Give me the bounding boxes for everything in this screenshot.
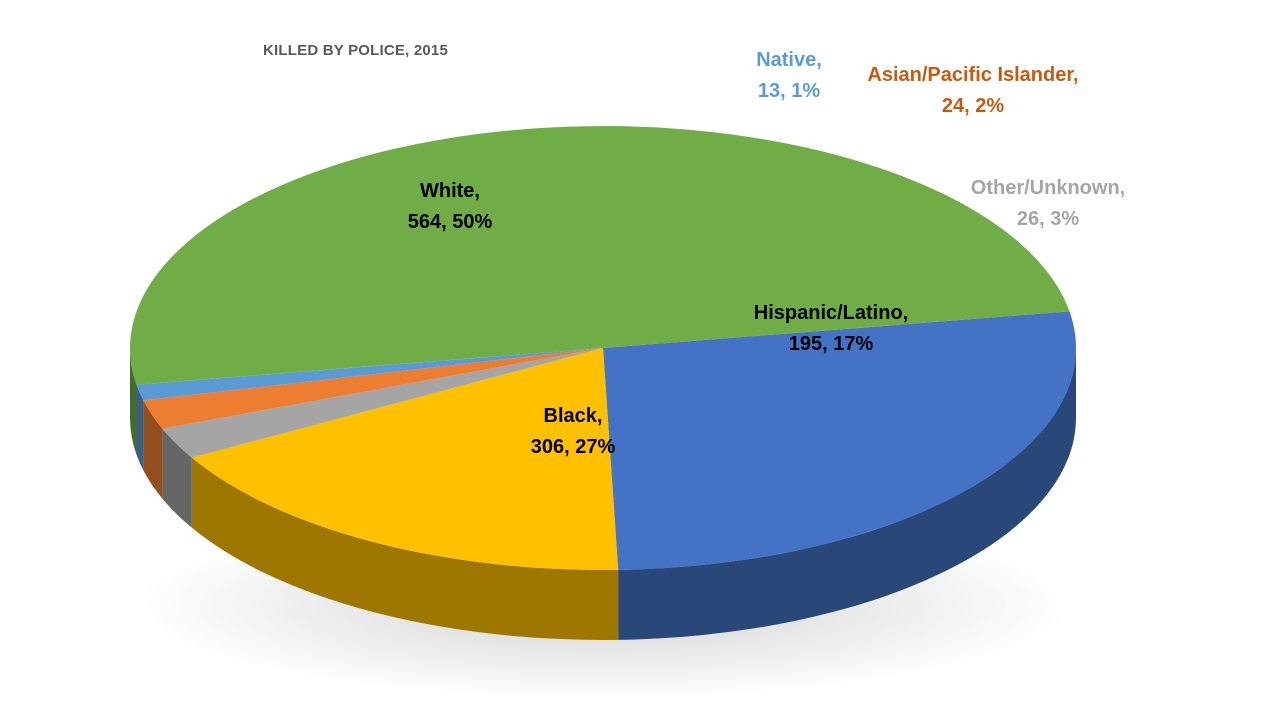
label-black-name: Black,: [543, 405, 603, 427]
label-native: Native, 13, 1%: [756, 45, 822, 107]
pie-side-hispanic-latino: [191, 457, 619, 640]
label-hispanic: Hispanic/Latino, 195, 17%: [754, 298, 908, 360]
label-black-value: 306, 27%: [530, 436, 616, 458]
label-asian-value: 24, 2%: [941, 95, 1005, 117]
chart-title: KILLED BY POLICE, 2015: [263, 42, 449, 59]
label-native-value: 13, 1%: [757, 80, 821, 102]
pie-side-asian-pacific-islander: [143, 400, 163, 499]
pie-slice-black: [603, 311, 1076, 570]
pie-slice-asian-pacific-islander: [143, 348, 603, 429]
pie-side-native: [136, 384, 144, 471]
label-native-name: Native,: [756, 49, 822, 71]
label-black: Black, 306, 27%: [531, 401, 616, 463]
pie-side-black: [618, 348, 1076, 640]
label-white-name: White,: [419, 180, 480, 202]
label-hispanic-value: 195, 17%: [788, 333, 874, 355]
pie-side-other-unknown: [162, 428, 192, 528]
pie-slice-white: [130, 126, 1070, 385]
label-other-value: 26, 3%: [1016, 208, 1080, 230]
label-white-value: 564, 50%: [407, 211, 493, 233]
label-other: Other/Unknown, 26, 3%: [971, 173, 1125, 235]
pie-side-white: [130, 348, 137, 455]
label-asian-name: Asian/Pacific Islander,: [867, 64, 1079, 86]
pie-slice-native: [136, 348, 603, 401]
pie-slice-hispanic-latino: [191, 348, 619, 570]
label-asian: Asian/Pacific Islander, 24, 2%: [867, 60, 1078, 122]
label-hispanic-name: Hispanic/Latino,: [753, 302, 909, 324]
label-other-name: Other/Unknown,: [970, 177, 1126, 199]
label-white: White, 564, 50%: [408, 176, 493, 238]
pie-slice-other-unknown: [162, 348, 603, 458]
